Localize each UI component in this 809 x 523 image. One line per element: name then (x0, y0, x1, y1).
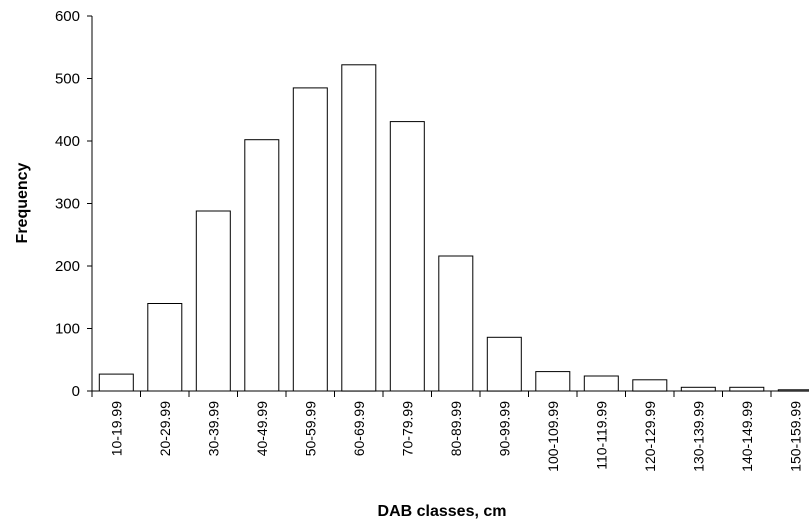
y-axis-title: Frequency (14, 162, 31, 243)
x-tick-label-150-159.99: 150-159.99 (787, 401, 803, 472)
x-axis-title: DAB classes, cm (378, 503, 507, 520)
x-tick-label-80-89.99: 80-89.99 (448, 401, 464, 456)
bars-group (98, 64, 809, 392)
y-tick-label-300: 300 (55, 196, 80, 213)
x-tick-label-10-19.99: 10-19.99 (108, 401, 124, 456)
bar-20-29.99 (147, 303, 183, 392)
x-tick-label-130-139.99: 130-139.99 (690, 401, 706, 472)
bar-40-49.99 (244, 139, 280, 392)
y-tick-label-400: 400 (55, 133, 80, 150)
y-tick-label-500: 500 (55, 71, 80, 88)
y-tick-label-0: 0 (72, 383, 80, 400)
y-axis: 0 100 200 300 400 500 600 (55, 8, 93, 400)
bar-80-89.99 (438, 255, 474, 392)
bar-70-79.99 (389, 121, 425, 392)
x-tick-label-60-69.99: 60-69.99 (351, 401, 367, 456)
bar-10-19.99 (98, 373, 134, 392)
bar-110-119.99 (583, 375, 619, 392)
bar-90-99.99 (486, 336, 522, 392)
bar-100-109.99 (535, 371, 571, 392)
x-tick-label-30-39.99: 30-39.99 (205, 401, 221, 456)
y-tick-label-200: 200 (55, 258, 80, 275)
x-tick-label-70-79.99: 70-79.99 (399, 401, 415, 456)
bar-60-69.99 (341, 64, 377, 392)
x-tick-label-20-29.99: 20-29.99 (157, 401, 173, 456)
x-tick-label-100-109.99: 100-109.99 (545, 401, 561, 472)
x-tick-label-110-119.99: 110-119.99 (593, 401, 609, 470)
x-axis: 10-19.99 20-29.99 30-39.99 40-49.99 50-59.99… (91, 390, 809, 472)
x-tick-label-90-99.99: 90-99.99 (496, 401, 512, 456)
x-tick-label-40-49.99: 40-49.99 (254, 401, 270, 456)
y-tick-label-600: 600 (55, 8, 80, 25)
x-tick-label-50-59.99: 50-59.99 (302, 401, 318, 456)
y-tick-label-100: 100 (55, 321, 80, 338)
bar-120-129.99 (632, 379, 668, 392)
bar-50-59.99 (292, 87, 328, 392)
x-tick-label-140-149.99: 140-149.99 (739, 401, 755, 472)
bar-30-39.99 (195, 210, 231, 392)
x-tick-label-120-129.99: 120-129.99 (642, 401, 658, 472)
